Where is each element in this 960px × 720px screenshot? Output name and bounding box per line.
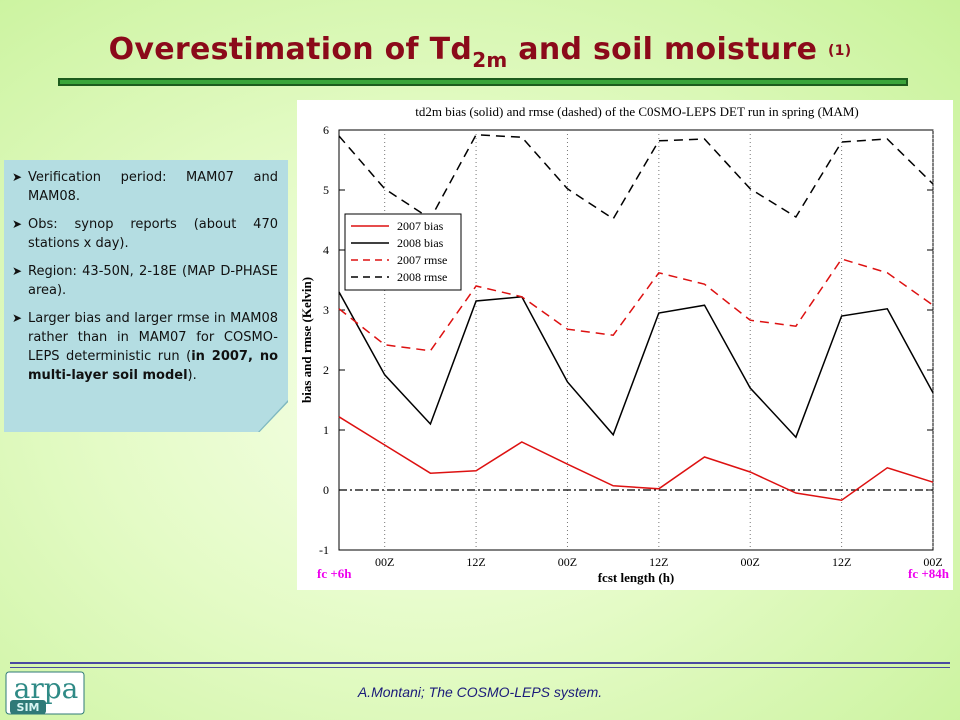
y-tick-label: 6 bbox=[323, 123, 329, 137]
y-tick-label: 5 bbox=[323, 183, 329, 197]
legend-label: 2008 rmse bbox=[397, 270, 447, 284]
arrow-bullet-icon: ➤ bbox=[12, 217, 23, 231]
td2m-chart: td2m bias (solid) and rmse (dashed) of t… bbox=[299, 104, 950, 585]
title-rest: and soil moisture bbox=[507, 32, 828, 67]
bullet-item: ➤ Larger bias and larger rmse in MAM08 ra… bbox=[12, 309, 278, 385]
arrow-bullet-icon: ➤ bbox=[12, 311, 23, 325]
legend-label: 2007 bias bbox=[397, 219, 444, 233]
chart-title: td2m bias (solid) and rmse (dashed) of t… bbox=[415, 104, 859, 119]
footer-rule-thin bbox=[10, 667, 950, 668]
x-tick-label: 00Z bbox=[923, 555, 942, 569]
corner-label-right: fc +84h bbox=[908, 566, 950, 581]
series-line-2007-bias bbox=[338, 416, 934, 501]
footer-rule bbox=[10, 662, 950, 664]
axis-layer: 00Z 12Z 00Z 12Z 00Z 12Z 00Z -1 0 1 2 3 4 5 6 bbox=[319, 123, 943, 569]
x-axis-label: fcst length (h) bbox=[598, 570, 675, 585]
series-line-2008-rmse bbox=[338, 134, 934, 220]
bullet-list: ➤ Verification period: MAM07 and MAM08. ➤… bbox=[12, 168, 278, 394]
series-line-2008-bias bbox=[338, 291, 934, 439]
title-subscript: 2m bbox=[472, 48, 508, 72]
y-tick-label: 3 bbox=[323, 303, 329, 317]
logo-subtext: SIM bbox=[17, 701, 40, 714]
title-underline-bar bbox=[58, 78, 908, 86]
title-main: Overestimation of Td bbox=[108, 32, 473, 67]
series-layer bbox=[338, 134, 934, 501]
y-axis-label: bias and rmse (Kelvin) bbox=[299, 277, 314, 403]
y-tick-label: -1 bbox=[319, 543, 329, 557]
footer-citation: A.Montani; The COSMO-LEPS system. bbox=[357, 684, 603, 700]
y-tick-label: 1 bbox=[323, 423, 329, 437]
y-tick-label: 2 bbox=[323, 363, 329, 377]
plot-frame bbox=[338, 129, 934, 551]
x-tick-label: 00Z bbox=[558, 555, 577, 569]
bullet-bold-text: in 2007, no multi-layer soil model bbox=[28, 349, 279, 383]
bullet-panel: ➤ Verification period: MAM07 and MAM08. ➤… bbox=[4, 160, 288, 432]
chart-panel: td2m bias (solid) and rmse (dashed) of t… bbox=[297, 100, 953, 590]
corner-label-left: fc +6h bbox=[317, 566, 352, 581]
legend-label: 2007 rmse bbox=[397, 253, 447, 267]
legend-label: 2008 bias bbox=[397, 236, 444, 250]
slide-title: Overestimation of Td2m and soil moisture… bbox=[0, 32, 960, 72]
x-tick-label: 00Z bbox=[741, 555, 760, 569]
arrow-bullet-icon: ➤ bbox=[12, 170, 23, 184]
bullet-item: ➤ Region: 43-50N, 2-18E (MAP D-PHASE area… bbox=[12, 262, 278, 300]
arrow-bullet-icon: ➤ bbox=[12, 264, 23, 278]
x-tick-label: 00Z bbox=[375, 555, 394, 569]
bullet-item: ➤ Obs: synop reports (about 470 stations … bbox=[12, 215, 278, 253]
chart-legend: 2007 bias 2008 bias 2007 rmse 2008 rmse bbox=[344, 213, 462, 291]
y-tick-label: 0 bbox=[323, 483, 329, 497]
y-tick-label: 4 bbox=[323, 243, 329, 257]
x-tick-label: 12Z bbox=[832, 555, 851, 569]
arpa-logo: arpa SIM bbox=[5, 671, 85, 715]
bullet-item: ➤ Verification period: MAM07 and MAM08. bbox=[12, 168, 278, 206]
bullet-text: Verification period: MAM07 and MAM08. bbox=[28, 170, 278, 204]
x-tick-label: 12Z bbox=[466, 555, 485, 569]
bullet-text: Larger bias and larger rmse in MAM08 rat… bbox=[28, 311, 278, 364]
title-part-number: (1) bbox=[827, 43, 852, 59]
page-curl-decoration bbox=[258, 400, 288, 432]
bullet-text: Obs: synop reports (about 470 stations x… bbox=[28, 217, 278, 251]
x-tick-label: 12Z bbox=[649, 555, 668, 569]
grid-layer bbox=[339, 130, 934, 550]
bullet-text-end: ). bbox=[187, 368, 197, 383]
logo-text: arpa bbox=[14, 672, 79, 705]
bullet-text: Region: 43-50N, 2-18E (MAP D-PHASE area)… bbox=[28, 264, 278, 298]
